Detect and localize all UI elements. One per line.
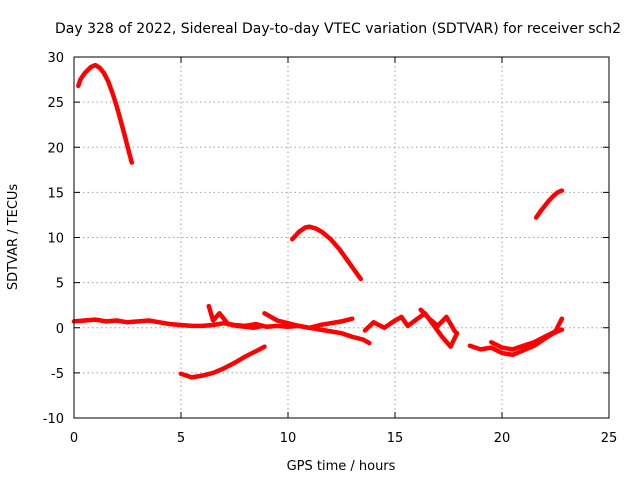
grid-lines xyxy=(74,57,609,418)
x-tick-label: 15 xyxy=(387,431,404,446)
series-line-arc-4 xyxy=(178,344,267,380)
y-tick-label: -5 xyxy=(51,367,64,382)
series-line-arc-8 xyxy=(362,311,460,349)
x-tick-label: 5 xyxy=(177,431,185,446)
x-tick-label: 0 xyxy=(70,431,78,446)
x-tick-label: 10 xyxy=(280,431,297,446)
series-line-arc-9 xyxy=(418,307,458,334)
x-tick-label: 25 xyxy=(601,431,618,446)
series-line-arc-6 xyxy=(206,303,265,331)
y-tick-label: 30 xyxy=(47,51,64,66)
series-line-arc-3 xyxy=(533,188,565,220)
y-tick-label: 25 xyxy=(47,96,64,111)
series-line-arc-1 xyxy=(76,62,135,165)
tick-labels: 0 5 10 15 20 25 -10 -5 0 5 10 15 20 25 30 xyxy=(43,51,618,446)
y-axis-label: SDTVAR / TECUs xyxy=(6,184,21,291)
chart-title: Day 328 of 2022, Sidereal Day-to-day VTE… xyxy=(55,21,621,37)
x-axis-label: GPS time / hours xyxy=(287,459,396,474)
y-tick-label: 0 xyxy=(56,322,64,337)
series-line-arc-7 xyxy=(262,311,372,346)
y-tick-label: -10 xyxy=(43,412,64,427)
series-line-arc-2 xyxy=(290,224,364,282)
y-tick-label: 20 xyxy=(47,141,64,156)
plot-frame xyxy=(73,56,610,419)
y-tick-label: 15 xyxy=(47,186,64,201)
y-tick-label: 10 xyxy=(47,232,64,247)
data-series xyxy=(71,62,565,380)
x-tick-label: 20 xyxy=(494,431,511,446)
series-line-arc-11 xyxy=(489,316,565,352)
y-tick-label: 5 xyxy=(56,277,64,292)
